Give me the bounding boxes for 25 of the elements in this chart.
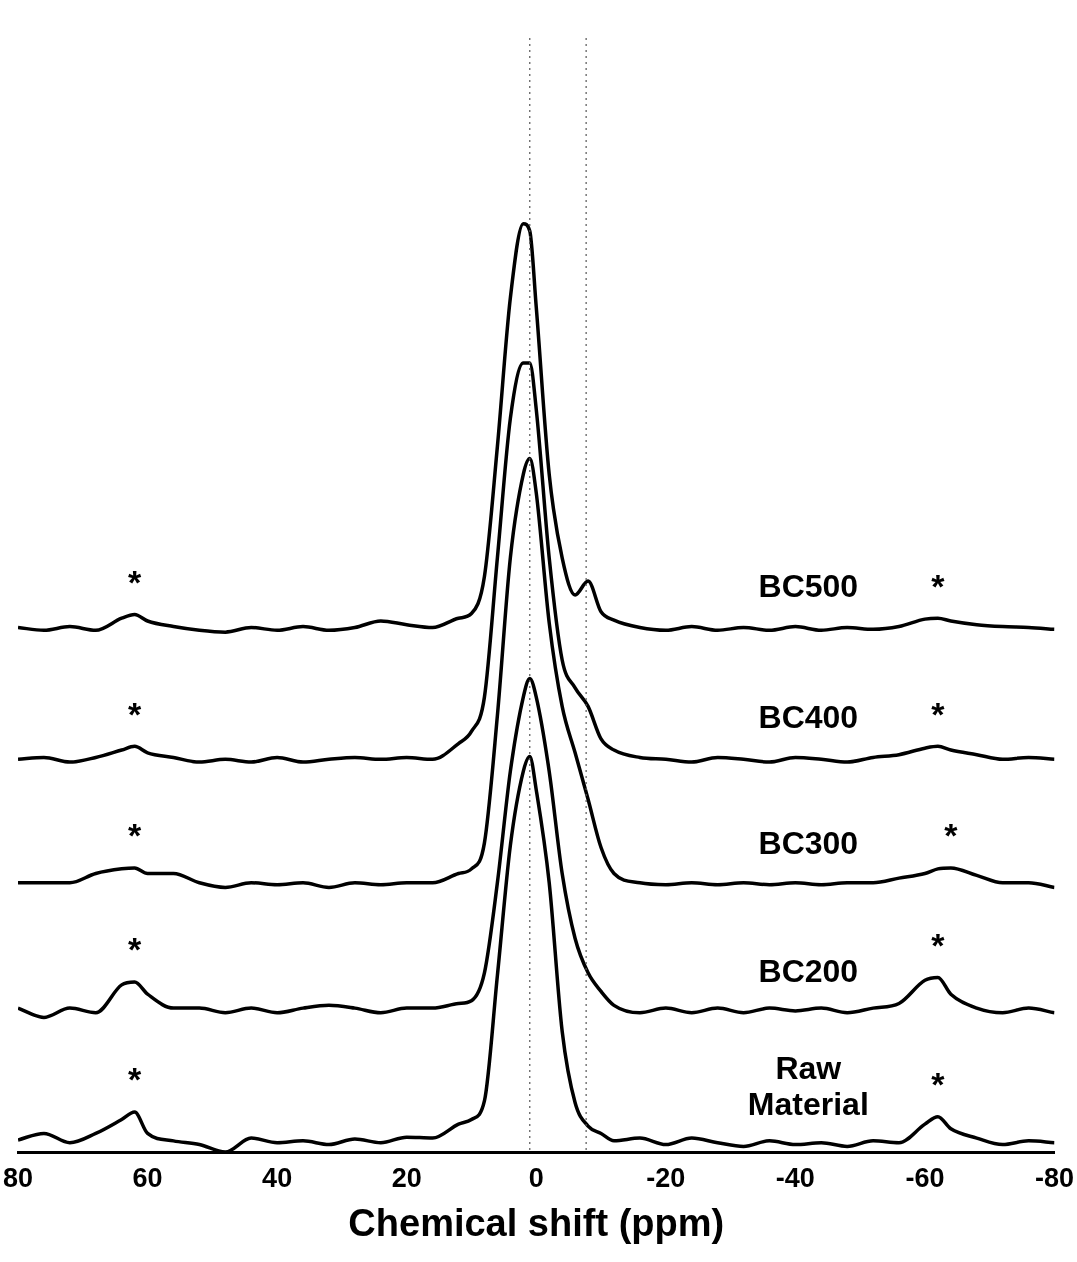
series-label: BC400 [758,699,859,736]
x-tick-label: 80 [2,1162,34,1193]
x-tick-label: -40 [775,1162,815,1193]
annotation: * [128,1060,142,1099]
x-tick-label: -20 [646,1162,686,1193]
series-label: Raw Material [747,1050,869,1123]
series-label: BC500 [758,568,859,605]
x-tick-label: -80 [1034,1162,1074,1193]
annotation: * [944,816,959,855]
series-label: BC300 [758,824,859,861]
annotation: * [931,694,946,733]
x-tick-label: -60 [905,1162,945,1193]
annotation: * [931,925,946,964]
x-tick-label: 0 [528,1162,544,1193]
annotation: * [128,930,142,969]
annotation: * [128,816,142,855]
x-axis-title: Chemical shift (ppm) [348,1201,725,1244]
annotation: * [931,566,946,605]
annotation: * [128,694,142,733]
x-tick-label: 60 [132,1162,163,1193]
annotation: * [128,562,142,601]
x-tick-label: 40 [262,1162,293,1193]
annotation: * [931,1065,946,1104]
x-tick-label: 20 [391,1162,422,1193]
series-label: BC200 [758,952,859,989]
